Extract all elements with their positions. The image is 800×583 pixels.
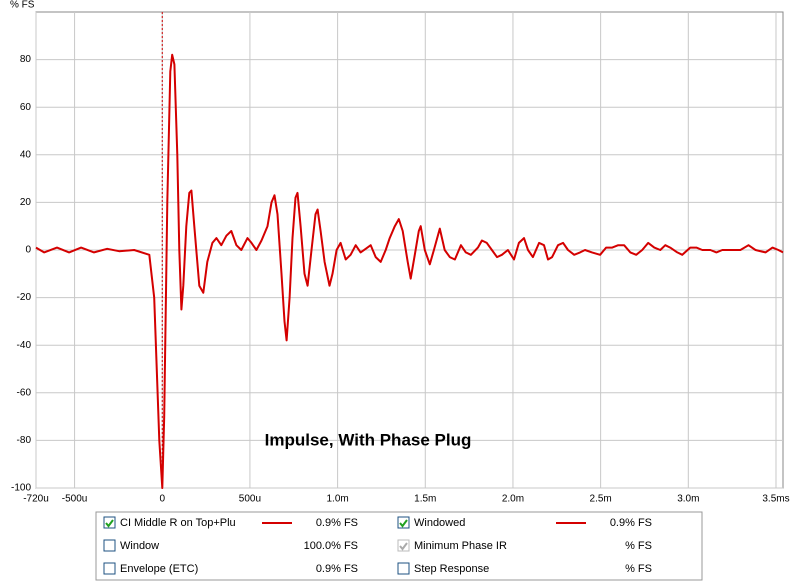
x-tick-label: -500u: [62, 494, 88, 505]
checkbox[interactable]: [397, 516, 410, 529]
y-tick-label: 20: [20, 197, 32, 208]
x-tick-label: 2.5m: [590, 494, 612, 505]
checkbox[interactable]: [103, 516, 116, 529]
legend-name: Minimum Phase IR: [414, 540, 507, 552]
legend-name: Envelope (ETC): [120, 563, 198, 575]
trace-line: [35, 53, 784, 489]
legend-readout: 0.9% FS: [316, 517, 358, 529]
legend-readout: 0.9% FS: [610, 517, 652, 529]
checkmark[interactable]: [399, 542, 408, 551]
y-tick-label: 0: [25, 245, 31, 256]
y-tick-label: -60: [17, 387, 32, 398]
y-tick-label: -100: [11, 483, 31, 494]
checkbox[interactable]: [397, 562, 410, 575]
legend-readout: % FS: [625, 563, 652, 575]
legend-readout: % FS: [625, 540, 652, 552]
x-tick-label: 2.0m: [502, 494, 524, 505]
x-tick-label: 1.0m: [326, 494, 348, 505]
y-tick-label: -20: [17, 292, 32, 303]
checkbox[interactable]: [397, 539, 410, 552]
x-tick-label: 500u: [239, 494, 261, 505]
y-tick-label: -40: [17, 340, 32, 351]
x-tick-label: -720u: [23, 494, 49, 505]
x-tick-label: 1.5m: [414, 494, 436, 505]
legend-name: Windowed: [414, 517, 465, 529]
x-tick-label: 3.0m: [677, 494, 699, 505]
legend-name: Step Response: [414, 563, 489, 575]
y-axis-label: % FS: [10, 0, 35, 11]
y-tick-label: 80: [20, 54, 32, 65]
checkbox[interactable]: [103, 539, 116, 552]
legend-name: CI Middle R on Top+Plu: [120, 517, 236, 529]
y-tick-label: 40: [20, 149, 32, 160]
annotation: Impulse, With Phase Plug: [265, 430, 472, 449]
y-tick-label: -80: [17, 435, 32, 446]
legend-readout: 0.9% FS: [316, 563, 358, 575]
legend-name: Window: [120, 540, 159, 552]
checkmark[interactable]: [399, 519, 408, 528]
x-tick-label: 3.5ms: [762, 494, 789, 505]
y-tick-label: 60: [20, 102, 32, 113]
legend-readout: 100.0% FS: [304, 540, 358, 552]
checkmark[interactable]: [105, 519, 114, 528]
checkbox[interactable]: [103, 562, 116, 575]
x-tick-label: 0: [159, 494, 165, 505]
